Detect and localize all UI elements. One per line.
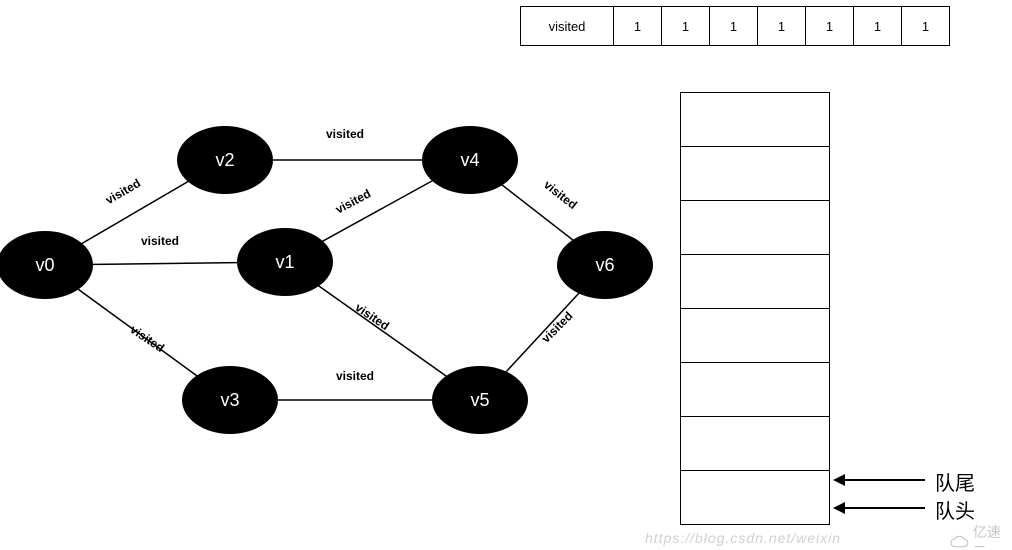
graph-node-label: v6: [595, 255, 614, 275]
graph-edge-label: visited: [541, 178, 580, 212]
graph-node-label: v1: [275, 252, 294, 272]
graph-node-label: v4: [460, 150, 479, 170]
graph-node-label: v2: [215, 150, 234, 170]
queue-head-label: 队头: [935, 495, 975, 524]
queue-cell: [681, 201, 829, 255]
queue-tail-arrow-head: [833, 474, 845, 486]
graph-node-label: v3: [220, 390, 239, 410]
queue-head-arrow-line: [845, 507, 925, 509]
queue-tail-label: 队尾: [935, 467, 975, 496]
queue-structure: [680, 92, 830, 525]
queue-cell: [681, 417, 829, 471]
graph-edge-label: visited: [128, 322, 167, 355]
cloud-icon: [950, 535, 969, 549]
watermark-text: https://blog.csdn.net/weixin: [645, 530, 841, 546]
graph-node-label: v5: [470, 390, 489, 410]
queue-cell: [681, 309, 829, 363]
graph-edge-label: visited: [326, 127, 364, 141]
queue-cell: [681, 363, 829, 417]
graph-edge-label: visited: [336, 369, 374, 383]
queue-cell: [681, 93, 829, 147]
graph-edge-label: visited: [333, 186, 373, 216]
queue-tail-arrow-line: [845, 479, 925, 481]
graph-diagram: visited visited visited visited visited visit…: [0, 0, 1012, 550]
graph-edge-label: visited: [353, 300, 392, 333]
graph-node-label: v0: [35, 255, 54, 275]
queue-cell: [681, 255, 829, 309]
graph-edge-label: visited: [103, 176, 143, 207]
graph-edge-label: visited: [539, 309, 576, 346]
logo-text: 亿速云: [973, 522, 1012, 550]
queue-head-arrow-head: [833, 502, 845, 514]
graph-edge-label: visited: [141, 234, 179, 248]
queue-cell: [681, 147, 829, 201]
logo-brand: 亿速云: [950, 522, 1012, 550]
queue-cell: [681, 471, 829, 524]
